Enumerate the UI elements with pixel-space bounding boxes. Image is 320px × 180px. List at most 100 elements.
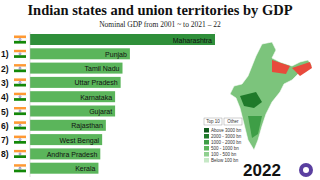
legend-label: 100 - 500 bn (211, 152, 237, 157)
axis-end (215, 32, 216, 34)
bar (30, 134, 102, 145)
flag-stripe (14, 41, 26, 44)
flag-chakra (19, 39, 21, 41)
title: Indian states and union territories by G… (27, 2, 292, 18)
subtitle: Nominal GDP from 2001 ~ to 2021 – 22 (99, 20, 221, 29)
logo (299, 163, 313, 177)
legend-label: Below 100 bn (211, 158, 239, 163)
category-label: Tamil Nadu (84, 65, 119, 72)
flag-chakra (19, 110, 21, 112)
flag-stripe (14, 167, 26, 170)
legend-swatch (204, 152, 209, 157)
axis-line (30, 32, 31, 177)
map-region (292, 62, 312, 76)
flag (14, 78, 26, 86)
flag-stripe (14, 78, 26, 81)
flag-stripe (14, 141, 26, 144)
category-label: Karnataka (80, 94, 112, 101)
category-label: Uttar Pradesh (74, 79, 117, 86)
flag-stripe (14, 95, 26, 98)
flag-chakra (19, 67, 21, 69)
bars (30, 34, 215, 174)
flag-stripe (14, 64, 26, 67)
bar (30, 48, 130, 59)
flag-stripe (14, 38, 26, 41)
flag (14, 64, 26, 72)
map-region (272, 60, 290, 74)
flag-stripe (14, 70, 26, 73)
map (230, 42, 312, 150)
map-legend: Top 10OtherAbove 3000 bn2000 - 3000 bn10… (204, 118, 242, 163)
flag-chakra (19, 81, 21, 83)
flag-stripe (14, 124, 26, 127)
flag-chakra (19, 153, 21, 155)
flag-stripe (14, 81, 26, 84)
labels: Maharashtra Punjab Tamil Nadu Uttar Pradesh… (47, 37, 212, 173)
flag (14, 164, 26, 172)
flag-stripe (14, 67, 26, 70)
flag-chakra (19, 124, 21, 126)
legend-swatch (204, 134, 209, 139)
logo-inner (303, 167, 309, 173)
bar (30, 77, 121, 88)
legend-swatch (204, 158, 209, 163)
map-region (240, 92, 262, 108)
category-label: Kerala (75, 165, 95, 172)
flag-stripe (14, 84, 26, 87)
category-label: West Bengal (60, 137, 100, 145)
flag-stripe (14, 107, 26, 110)
bar (30, 63, 123, 74)
bar (30, 34, 215, 45)
category-label: Rajasthan (71, 122, 103, 130)
flag-chakra (19, 96, 21, 98)
map-region (248, 116, 262, 138)
flag (14, 136, 26, 144)
year-label: 2022 (243, 161, 281, 180)
flag-chakra (19, 139, 21, 141)
bar (30, 120, 106, 131)
flag (14, 150, 26, 158)
flag-stripe (14, 112, 26, 115)
flag (14, 36, 26, 44)
legend-label: 2000 - 3000 bn (211, 134, 242, 139)
flag-stripe (14, 93, 26, 96)
flag-stripe (14, 127, 26, 130)
flag-stripe (14, 150, 26, 153)
flag-stripe (14, 36, 26, 39)
flag-stripe (14, 55, 26, 58)
rank-label: 2) (1, 64, 9, 74)
bar (30, 91, 115, 102)
legend-box (224, 118, 242, 125)
legend-label: Other (227, 119, 239, 124)
legend-swatch (204, 140, 209, 145)
background (0, 0, 320, 180)
flag-stripe (14, 170, 26, 173)
category-label: Gujarat (89, 108, 112, 116)
rank-label: 3) (1, 78, 9, 88)
legend-label: 500 - 1000 bn (211, 146, 239, 151)
rank-label: 5) (1, 107, 9, 117)
flag-chakra (19, 53, 21, 55)
bar (30, 163, 98, 174)
bar (30, 106, 115, 117)
category-label: Maharashtra (173, 37, 212, 44)
flag-stripe (14, 121, 26, 124)
flag-stripe (14, 136, 26, 139)
flag-stripe (14, 164, 26, 167)
flag-stripe (14, 110, 26, 113)
flag-stripe (14, 138, 26, 141)
rank-label: 7) (1, 135, 9, 145)
map-country (230, 42, 312, 150)
flag-stripe (14, 53, 26, 56)
flag (14, 121, 26, 129)
category-label: Andhra Pradesh (47, 151, 98, 158)
flag (14, 50, 26, 58)
legend-label: Above 3000 bn (211, 128, 242, 133)
flag-stripe (14, 155, 26, 158)
category-label: Punjab (105, 51, 127, 59)
flag-stripe (14, 98, 26, 101)
flag-stripe (14, 153, 26, 156)
flag-chakra (19, 167, 21, 169)
flag (14, 107, 26, 115)
legend-label: 1000 - 2000 bn (211, 140, 242, 145)
